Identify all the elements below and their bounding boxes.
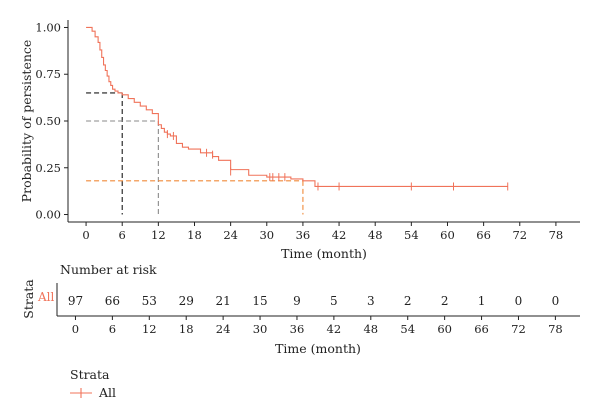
risk-tick-label: 54 xyxy=(400,322,415,336)
x-ticks: 0 6 12 18 24 30 36 42 48 54 60 66 72 78 xyxy=(82,222,563,242)
x-tick-label: 60 xyxy=(440,228,455,242)
risk-table-row-label: All xyxy=(37,290,55,304)
x-tick-label: 72 xyxy=(512,228,527,242)
risk-tick-label: 18 xyxy=(179,322,194,336)
y-tick-label: 0.50 xyxy=(35,114,61,128)
reference-lines xyxy=(86,92,304,215)
risk-table-x-label: Time (month) xyxy=(275,341,361,356)
legend: Strata All xyxy=(70,367,116,400)
x-tick-label: 24 xyxy=(223,228,238,242)
risk-count: 0 xyxy=(552,294,560,308)
y-tick-label: 0.75 xyxy=(35,67,61,81)
risk-count: 2 xyxy=(404,294,412,308)
risk-tick-label: 48 xyxy=(363,322,378,336)
risk-table: Number at risk Strata All 97 66 53 29 21 15 9 5… xyxy=(21,262,580,356)
x-tick-label: 66 xyxy=(476,228,491,242)
risk-count: 0 xyxy=(515,294,523,308)
risk-count: 9 xyxy=(293,294,301,308)
risk-count: 97 xyxy=(68,294,83,308)
x-tick-label: 18 xyxy=(187,228,202,242)
risk-table-title: Number at risk xyxy=(60,262,157,277)
risk-count: 5 xyxy=(330,294,338,308)
x-tick-label: 36 xyxy=(296,228,311,242)
risk-count: 3 xyxy=(367,294,375,308)
risk-tick-label: 36 xyxy=(290,322,305,336)
x-tick-label: 12 xyxy=(151,228,166,242)
x-tick-label: 0 xyxy=(82,228,89,242)
risk-count: 66 xyxy=(105,294,120,308)
x-axis-label: Time (month) xyxy=(281,246,367,261)
risk-tick-label: 42 xyxy=(327,322,342,336)
risk-tick-label: 0 xyxy=(72,322,79,336)
y-ticks: 0.00 0.25 0.50 0.75 1.00 xyxy=(35,20,68,222)
legend-entry-all: All xyxy=(70,385,116,400)
risk-tick-label: 6 xyxy=(109,322,116,336)
risk-ticks: 0 6 12 18 24 30 36 42 48 54 60 66 72 78 xyxy=(72,316,563,336)
risk-tick-label: 24 xyxy=(216,322,231,336)
risk-count: 15 xyxy=(252,294,267,308)
km-plot: 0.00 0.25 0.50 0.75 1.00 0 6 12 18 24 30 36 42 48 54 6… xyxy=(19,20,580,261)
risk-tick-label: 30 xyxy=(253,322,268,336)
x-tick-label: 30 xyxy=(259,228,274,242)
risk-counts: 97 66 53 29 21 15 9 5 3 2 2 1 0 0 xyxy=(68,294,559,308)
x-tick-label: 54 xyxy=(404,228,419,242)
risk-count: 53 xyxy=(142,294,157,308)
y-axis-label: Probability of persistence xyxy=(19,40,34,203)
risk-tick-label: 66 xyxy=(474,322,489,336)
risk-count: 1 xyxy=(478,294,486,308)
legend-entry-label: All xyxy=(98,385,116,400)
y-tick-label: 0.00 xyxy=(35,208,61,222)
survival-curve xyxy=(86,26,508,188)
y-tick-label: 0.25 xyxy=(35,161,61,175)
risk-tick-label: 12 xyxy=(142,322,157,336)
legend-title: Strata xyxy=(70,367,110,382)
y-tick-label: 1.00 xyxy=(35,20,61,34)
risk-count: 29 xyxy=(179,294,194,308)
x-tick-label: 6 xyxy=(119,228,126,242)
censor-marks xyxy=(166,130,509,191)
risk-tick-label: 78 xyxy=(548,322,563,336)
x-tick-label: 48 xyxy=(368,228,383,242)
risk-count: 21 xyxy=(215,294,230,308)
risk-tick-label: 60 xyxy=(437,322,452,336)
risk-table-strata-title: Strata xyxy=(21,279,36,319)
x-tick-label: 78 xyxy=(549,228,564,242)
x-tick-label: 42 xyxy=(332,228,347,242)
risk-count: 2 xyxy=(441,294,449,308)
risk-tick-label: 72 xyxy=(511,322,526,336)
